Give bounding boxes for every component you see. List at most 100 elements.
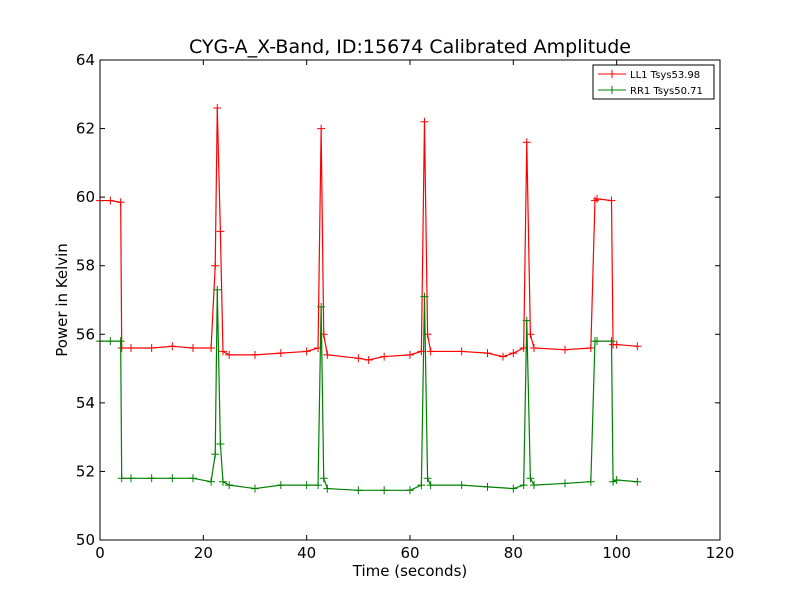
chart-title: CYG-A_X-Band, ID:15674 Calibrated Amplit… [189,36,631,58]
data-point [380,352,389,361]
legend-item-ll1: LL1 Tsys53.98 [598,70,700,81]
data-point [526,330,535,339]
data-point [323,350,332,359]
data-point [426,347,435,356]
data-point [168,474,177,483]
x-tick-label: 20 [194,544,213,562]
data-point [354,486,363,495]
data-point [319,474,328,483]
data-point [420,117,429,126]
data-point [189,474,197,483]
data-point [607,337,616,346]
data-point [457,481,466,490]
series-rr1 [96,285,642,495]
x-axis-label: Time (seconds) [352,562,468,580]
data-point [213,285,222,294]
data-point [417,481,426,490]
series-line [100,289,638,491]
data-point [499,352,507,361]
data-point [251,350,259,359]
y-tick-label: 64 [76,51,95,69]
x-tick-label: 60 [400,544,419,562]
data-point [526,474,535,483]
data-point [420,292,429,301]
data-point [612,340,621,349]
data-point [314,481,323,490]
legend-label-ll1: LL1 Tsys53.98 [630,70,700,81]
data-point [364,356,373,364]
data-point [380,486,389,495]
y-axis-label: Power in Kelvin [53,243,71,357]
data-point [522,316,531,325]
data-point [189,344,197,352]
plot-frame [99,59,721,541]
data-point [317,302,326,311]
x-tick-label: 100 [602,544,631,562]
data-point [607,196,616,205]
x-tick-label: 80 [504,544,523,562]
data-point [633,477,642,486]
data-point [276,481,285,490]
data-point [561,345,569,354]
y-tick-label: 56 [76,325,95,343]
data-point [251,484,259,493]
y-tick-label: 62 [76,120,95,138]
data-point [609,477,618,486]
data-point [302,481,311,490]
data-point [593,194,602,203]
data-point [509,484,518,493]
data-point [354,354,363,363]
legend-item-rr1: RR1 Tsys50.71 [598,86,703,97]
data-point [509,349,518,358]
data-point [218,347,227,356]
data-point [225,481,234,490]
x-tick-label: 0 [95,544,105,562]
data-point [127,344,135,352]
y-tick-label: 50 [76,531,95,549]
data-point [127,474,135,483]
y-tick-label: 60 [76,188,95,206]
data-point [561,479,569,488]
data-point [216,227,225,236]
data-point [117,474,126,483]
data-point [106,337,115,346]
data-point [590,196,599,205]
data-point [147,474,156,483]
plot-area [96,104,642,495]
data-point [426,481,435,490]
y-tick-label: 52 [76,462,95,480]
data-point [213,104,222,112]
series-line [100,107,638,361]
data-point [216,440,225,448]
y-tick-label: 54 [76,394,95,412]
data-point [211,450,220,459]
data-point [106,196,115,205]
data-point [211,261,220,270]
data-point [207,477,216,486]
data-point [323,484,332,493]
data-point [483,349,492,358]
data-point [423,474,432,483]
data-point [522,138,531,147]
data-point [406,486,414,495]
data-point [147,344,156,352]
data-point [612,476,621,484]
data-point [116,198,125,207]
data-point [276,349,285,358]
y-tick-label: 58 [76,257,95,275]
data-point [317,124,326,133]
data-point [168,342,177,351]
data-point [117,344,126,352]
x-tick-label: 120 [706,544,735,562]
data-point [530,344,538,352]
data-point [593,337,602,346]
data-point [207,344,216,352]
data-point [218,477,227,486]
data-point [530,481,538,490]
data-point [457,347,466,356]
x-tick-label: 40 [297,544,316,562]
data-point [225,350,234,359]
data-point [302,347,311,356]
legend-marker-ll1 [608,70,616,78]
